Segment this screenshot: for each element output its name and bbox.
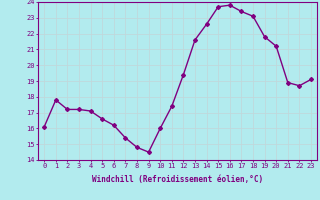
X-axis label: Windchill (Refroidissement éolien,°C): Windchill (Refroidissement éolien,°C): [92, 175, 263, 184]
